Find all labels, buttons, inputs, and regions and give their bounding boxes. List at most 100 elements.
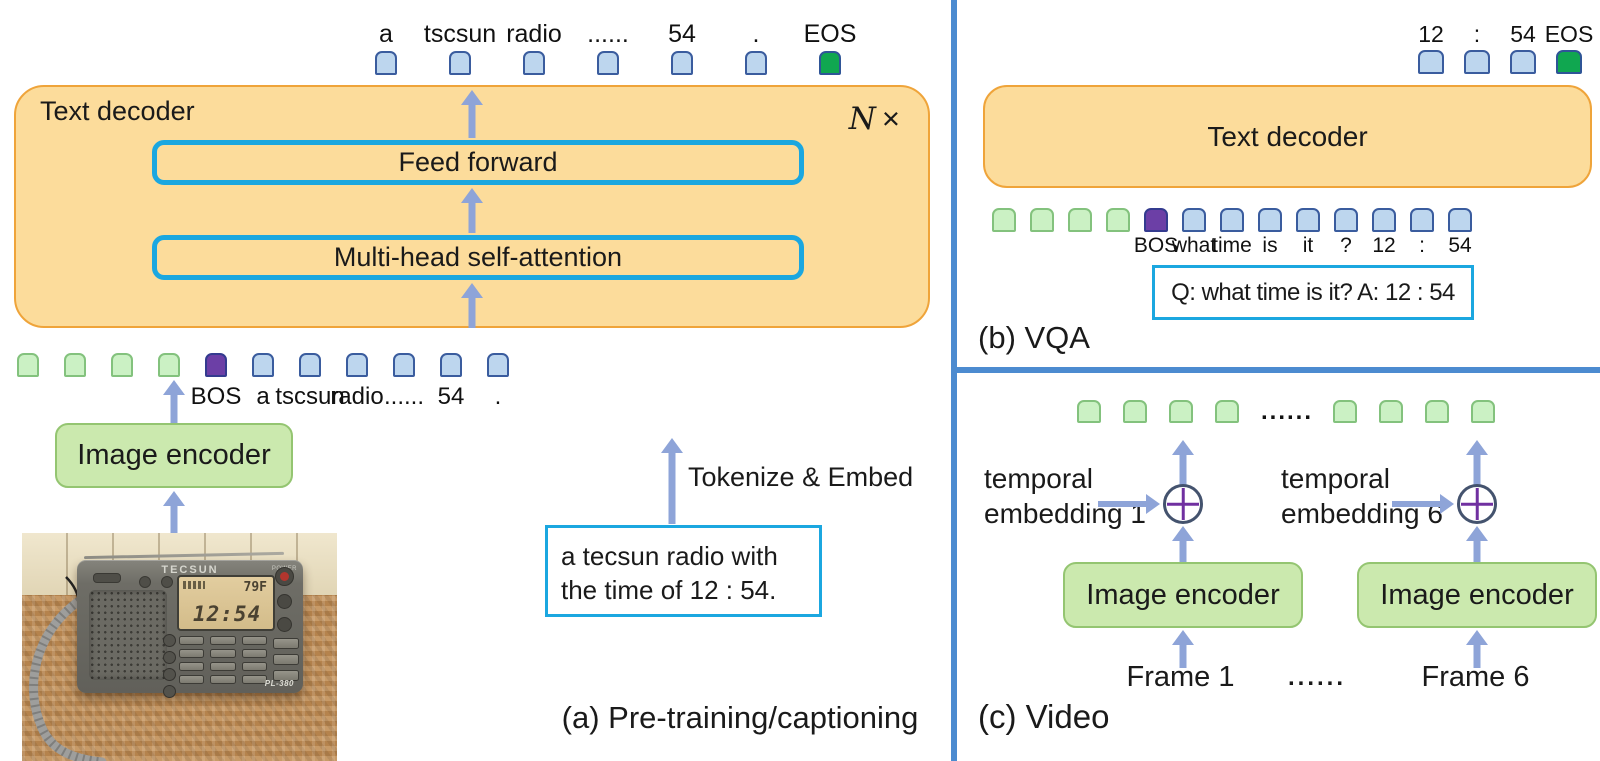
image-token: [1106, 208, 1130, 232]
text-token: radio: [506, 20, 562, 75]
video-token-row: ......: [1077, 397, 1495, 425]
caption-text-box: a tecsun radio with the time of 12 : 54.: [545, 525, 822, 617]
radio-body: TECSUN POWER 79F 12:54 PL-380: [77, 560, 303, 698]
arrow-up-frame6-to-encoder: [1466, 630, 1488, 668]
radio-top-button: [139, 576, 151, 588]
text-decoder-label: Text decoder: [40, 96, 195, 126]
eos-token: EOS: [804, 20, 856, 75]
text-decoder-label: Text decoder: [1207, 120, 1368, 152]
radio-display-button: [277, 594, 292, 609]
image-token: [1030, 208, 1054, 232]
text-token: a: [375, 20, 397, 75]
image-token: [992, 208, 1016, 232]
image-token: [1425, 400, 1449, 423]
add-operator-icon: [1163, 484, 1203, 524]
token-label: ......: [383, 383, 425, 410]
text-token: a: [252, 353, 274, 410]
token-label: 12: [1418, 21, 1444, 47]
panel-a-caption: (a) Pre-training/captioning: [561, 700, 919, 735]
image-token: [158, 353, 180, 377]
qa-text-box: Q: what time is it? A: 12 : 54: [1152, 265, 1474, 320]
token-label: a: [379, 20, 393, 48]
text-token: 54: [668, 20, 696, 75]
text-token: is: [1258, 208, 1282, 257]
arrow-right-temporal-1: [1098, 494, 1160, 514]
image-encoder-label: Image encoder: [77, 439, 271, 471]
token-label: ......: [587, 20, 629, 48]
text-token: ?: [1334, 208, 1358, 257]
image-token: [1333, 400, 1357, 423]
caption-line-2: the time of 12 : 54.: [561, 575, 777, 605]
text-token: 54: [438, 353, 464, 410]
panel-b-caption: (b) VQA: [978, 320, 1090, 355]
image-token: [1379, 400, 1403, 423]
text-decoder-block-b: Text decoder: [983, 85, 1592, 188]
token-label: ?: [1340, 234, 1352, 257]
ellipsis-tokens: ......: [1261, 397, 1314, 425]
token-label: :: [1419, 234, 1425, 257]
token-label: BOS: [190, 383, 242, 410]
text-token: tscsun: [424, 20, 496, 75]
token-label: 12: [1372, 234, 1396, 257]
image-token: [1169, 400, 1193, 423]
arrow-up-ff-to-output: [461, 90, 483, 138]
arrow-up-oplus2-to-tokens: [1466, 440, 1488, 485]
image-encoder-label: Image encoder: [1380, 578, 1574, 611]
text-token: ......: [587, 20, 629, 75]
tokenize-embed-label: Tokenize & Embed: [688, 462, 914, 492]
token-label: 54: [437, 383, 465, 410]
radio-light-switch: [93, 573, 121, 583]
temporal-word: temporal: [1281, 463, 1390, 494]
feed-forward-label: Feed forward: [398, 147, 558, 177]
token-label: radio: [506, 20, 562, 48]
bos-token: BOS: [1134, 208, 1178, 257]
text-token: ......: [384, 353, 424, 410]
frame-1-label: Frame 1: [1126, 661, 1235, 693]
input-token-row-b: BOS what time is it? 12:54: [992, 208, 1472, 257]
arrow-up-frame1-to-encoder: [1172, 630, 1194, 668]
token-label: .: [494, 383, 502, 410]
text-token: it: [1296, 208, 1320, 257]
radio-lcd: 79F 12:54: [177, 575, 275, 631]
radio-keypad: [179, 636, 267, 684]
text-token: radio: [330, 353, 384, 410]
token-label: 54: [1510, 21, 1536, 47]
radio-knobs: [163, 634, 176, 702]
token-label: tscsun: [423, 20, 497, 48]
image-encoder-block-frame6: Image encoder: [1357, 562, 1597, 628]
lcd-time: 12:54: [193, 602, 262, 626]
caption-line-1: a tecsun radio with: [561, 541, 778, 571]
token-label: it: [1302, 234, 1314, 257]
radio-speaker-grille: [89, 590, 167, 680]
text-token: .: [745, 20, 767, 75]
output-token-row-a: a tscsun radio...... 54. EOS: [375, 20, 856, 75]
radio-photo: TECSUN POWER 79F 12:54 PL-380: [22, 533, 337, 761]
lcd-signal-icons: [183, 581, 205, 589]
token-label: EOS: [1544, 21, 1594, 47]
bos-token: BOS: [191, 353, 241, 410]
panel-divider-horizontal: [951, 367, 1600, 373]
radio-top-button: [161, 576, 173, 588]
text-token: time: [1212, 208, 1252, 257]
self-attention-label: Multi-head self-attention: [333, 242, 623, 272]
token-label: 54: [1448, 234, 1472, 257]
token-label: is: [1262, 234, 1278, 257]
image-token: [17, 353, 39, 377]
repeat-count-label: N ×: [849, 101, 900, 137]
lcd-temperature: 79F: [243, 580, 267, 595]
radio-power-button: [275, 567, 294, 586]
token-label: time: [1212, 234, 1252, 257]
text-token: .: [487, 353, 509, 410]
token-label: :: [1473, 21, 1481, 47]
panel-c-caption: (c) Video: [978, 698, 1110, 735]
frame-6-label: Frame 6: [1421, 661, 1530, 693]
image-encoder-label: Image encoder: [1086, 578, 1280, 611]
radio-band-buttons: [273, 638, 299, 686]
arrow-up-input-to-attn: [461, 283, 483, 328]
add-operator-icon: [1457, 484, 1497, 524]
text-token: 54: [1510, 21, 1536, 74]
radio-brand: TECSUN: [161, 564, 219, 576]
arrow-up-tokenize-embed: [661, 438, 683, 524]
self-attention-block: Multi-head self-attention: [152, 235, 804, 280]
